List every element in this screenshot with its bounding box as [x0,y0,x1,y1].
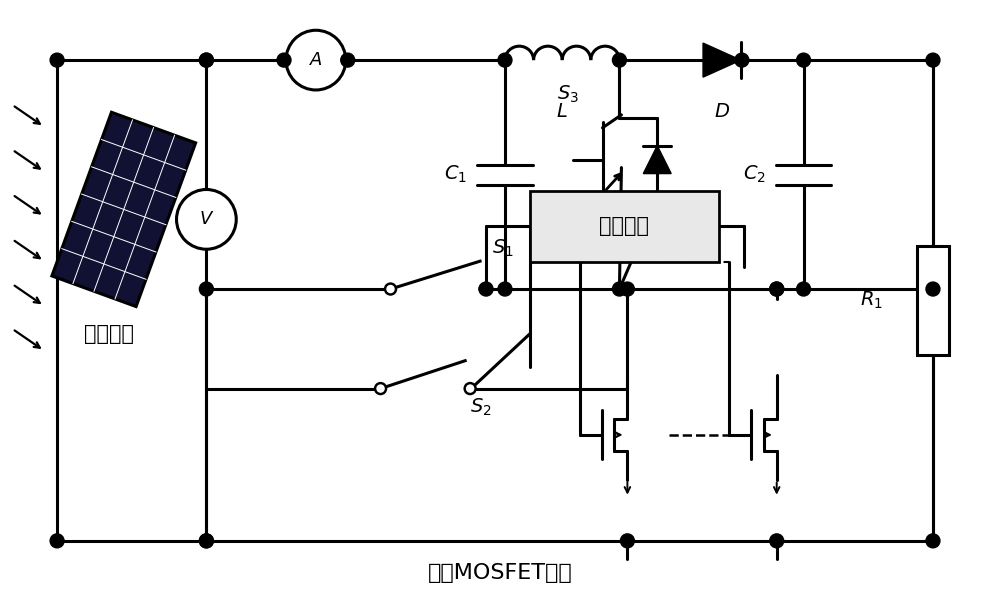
FancyBboxPatch shape [530,191,719,262]
Circle shape [797,53,811,67]
Circle shape [199,53,213,67]
Text: $S_1$: $S_1$ [492,238,514,259]
Text: 光伏组件: 光伏组件 [84,324,134,345]
Circle shape [612,53,626,67]
Circle shape [926,282,940,296]
Circle shape [612,282,626,296]
Polygon shape [52,112,196,307]
Text: $L$: $L$ [556,102,568,121]
Circle shape [50,534,64,548]
Circle shape [199,534,213,548]
Text: 控制电路: 控制电路 [599,216,649,236]
Circle shape [797,282,811,296]
Circle shape [479,282,493,296]
Circle shape [286,30,346,90]
Circle shape [620,282,634,296]
Circle shape [480,283,491,295]
Text: $C_1$: $C_1$ [444,164,467,185]
Circle shape [199,53,213,67]
Text: $A$: $A$ [309,51,323,69]
Text: $C_2$: $C_2$ [743,164,766,185]
Circle shape [375,383,386,394]
Polygon shape [703,43,741,77]
Circle shape [770,282,784,296]
Text: $S_3$: $S_3$ [557,84,579,105]
Circle shape [620,534,634,548]
Text: $V$: $V$ [199,210,214,228]
Circle shape [926,53,940,67]
Bar [917,246,949,355]
Circle shape [277,53,291,67]
Circle shape [385,283,396,295]
Circle shape [50,53,64,67]
Text: 多个MOSFET并联: 多个MOSFET并联 [428,563,572,583]
Circle shape [341,53,355,67]
Circle shape [199,282,213,296]
Circle shape [770,282,784,296]
Circle shape [926,534,940,548]
Circle shape [498,53,512,67]
Circle shape [770,534,784,548]
Text: $R_1$: $R_1$ [860,290,883,311]
Circle shape [177,189,236,249]
Circle shape [199,534,213,548]
Circle shape [735,53,749,67]
Text: $D$: $D$ [714,102,730,121]
Circle shape [498,282,512,296]
Text: $S_2$: $S_2$ [470,397,492,418]
Circle shape [465,383,476,394]
Polygon shape [643,146,671,173]
